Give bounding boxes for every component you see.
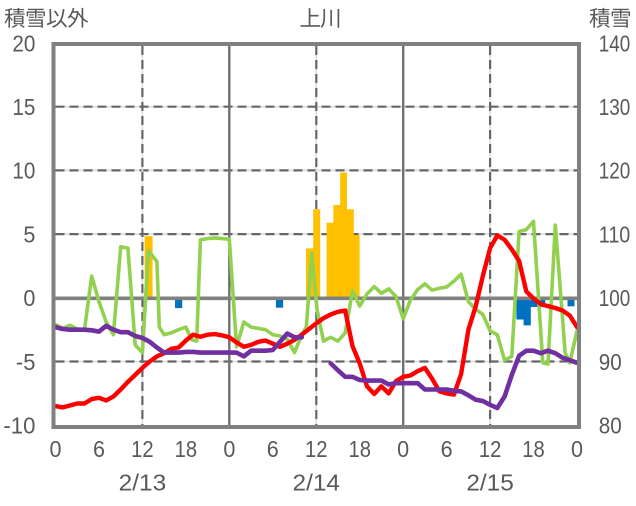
svg-text:18: 18 <box>348 436 371 462</box>
svg-text:12: 12 <box>131 436 154 462</box>
svg-text:0: 0 <box>571 436 583 462</box>
svg-text:90: 90 <box>599 349 622 375</box>
svg-text:5: 5 <box>23 221 35 247</box>
svg-text:120: 120 <box>599 158 631 184</box>
svg-text:130: 130 <box>599 94 631 120</box>
svg-text:0: 0 <box>23 285 35 311</box>
svg-text:2/15: 2/15 <box>466 470 514 496</box>
svg-text:80: 80 <box>599 413 622 439</box>
svg-text:6: 6 <box>267 436 279 462</box>
svg-text:6: 6 <box>93 436 105 462</box>
svg-text:15: 15 <box>12 94 35 120</box>
svg-text:140: 140 <box>599 30 631 56</box>
svg-text:18: 18 <box>522 436 545 462</box>
svg-text:18: 18 <box>175 436 198 462</box>
svg-text:100: 100 <box>599 285 631 311</box>
svg-text:110: 110 <box>599 221 631 247</box>
svg-text:6: 6 <box>441 436 453 462</box>
svg-text:-10: -10 <box>3 413 35 439</box>
svg-text:10: 10 <box>12 158 35 184</box>
svg-text:0: 0 <box>397 436 409 462</box>
svg-text:12: 12 <box>305 436 328 462</box>
svg-text:0: 0 <box>50 436 62 462</box>
svg-text:12: 12 <box>479 436 502 462</box>
svg-text:-5: -5 <box>16 349 36 375</box>
svg-text:20: 20 <box>12 30 35 56</box>
svg-text:2/14: 2/14 <box>293 470 341 496</box>
svg-text:0: 0 <box>223 436 235 462</box>
svg-text:2/13: 2/13 <box>119 470 167 496</box>
